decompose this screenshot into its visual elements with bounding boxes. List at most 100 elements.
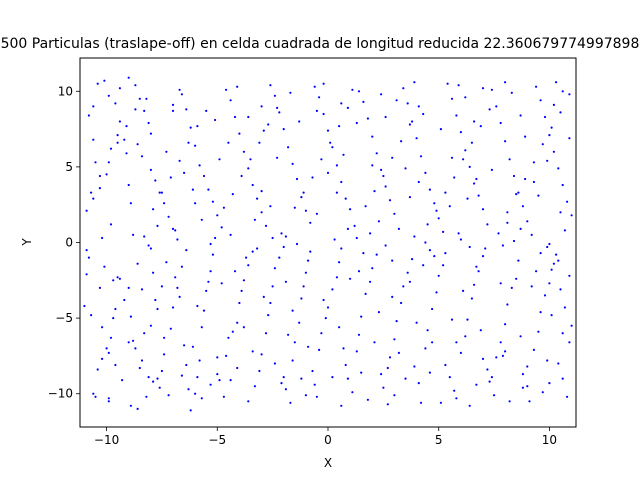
data-point [107, 161, 110, 164]
data-point [209, 383, 212, 386]
data-point [171, 227, 175, 230]
data-point [457, 84, 460, 87]
data-point [455, 397, 458, 400]
data-point [127, 183, 130, 187]
data-point [466, 197, 469, 200]
data-point [384, 185, 387, 188]
data-point [508, 158, 511, 161]
data-point [143, 332, 146, 335]
data-point [331, 146, 334, 149]
data-point [242, 326, 245, 329]
x-tick-label: 5 [435, 433, 443, 447]
data-point [174, 229, 177, 232]
data-point [384, 244, 387, 247]
data-point [371, 267, 374, 270]
data-point [112, 317, 115, 320]
data-point [501, 244, 504, 247]
data-point [136, 407, 139, 410]
data-point [557, 167, 560, 170]
data-point [90, 191, 93, 194]
data-point [227, 336, 230, 339]
data-point [231, 193, 234, 196]
data-point [380, 93, 383, 96]
data-point [218, 379, 221, 382]
data-point [196, 376, 199, 379]
data-point [464, 335, 467, 338]
data-point [262, 129, 265, 132]
data-point [92, 392, 95, 395]
data-point [214, 236, 217, 240]
data-point [530, 285, 533, 288]
data-point [218, 158, 221, 161]
data-point [247, 264, 250, 267]
data-point [198, 359, 201, 362]
data-point [393, 212, 396, 215]
data-point [273, 362, 276, 365]
data-point [276, 106, 279, 109]
data-point [273, 94, 276, 97]
data-point [462, 158, 465, 161]
data-point [98, 174, 101, 178]
data-point [428, 188, 431, 191]
data-point [510, 286, 513, 289]
data-point [253, 218, 256, 221]
data-point [457, 232, 460, 235]
data-point [402, 285, 405, 288]
data-point [477, 270, 480, 273]
data-point [105, 173, 108, 176]
data-point [532, 161, 536, 164]
data-point [453, 176, 456, 179]
data-point [561, 377, 564, 380]
data-point [393, 394, 396, 397]
data-point [94, 161, 97, 164]
data-point [369, 280, 372, 283]
data-point [464, 149, 467, 152]
data-point [346, 377, 349, 380]
data-point [528, 400, 531, 403]
data-point [357, 270, 361, 273]
data-point [329, 141, 332, 144]
data-point [435, 291, 438, 294]
data-point [340, 180, 343, 184]
data-point [388, 199, 392, 202]
data-point [196, 125, 199, 128]
data-point [116, 134, 119, 137]
data-point [519, 335, 522, 338]
data-point [568, 93, 571, 96]
data-point [493, 394, 496, 397]
data-point [357, 333, 361, 336]
data-point [116, 141, 119, 144]
data-point [196, 304, 199, 308]
data-point [455, 114, 458, 117]
data-point [278, 256, 281, 259]
data-point [555, 81, 558, 84]
data-point [282, 376, 285, 379]
data-point [386, 403, 389, 406]
data-point [422, 264, 425, 267]
data-point [105, 347, 108, 350]
data-point [83, 304, 86, 308]
data-point [349, 277, 352, 280]
data-point [309, 221, 312, 224]
data-point [566, 395, 569, 398]
data-point [129, 202, 132, 205]
data-point [561, 183, 564, 187]
data-point [138, 366, 141, 370]
data-point [185, 108, 188, 111]
data-point [267, 314, 270, 317]
data-point [247, 115, 250, 119]
data-point [101, 357, 104, 360]
data-points [83, 76, 573, 412]
data-point [448, 376, 451, 379]
data-point [422, 112, 425, 116]
data-point [247, 400, 250, 403]
data-point [229, 99, 232, 102]
data-point [459, 238, 462, 241]
data-point [324, 317, 327, 320]
data-point [304, 271, 307, 274]
data-point [535, 270, 538, 273]
data-point [470, 141, 473, 144]
data-point [340, 247, 343, 250]
data-point [570, 214, 573, 217]
x-tick-label: −5 [208, 433, 226, 447]
